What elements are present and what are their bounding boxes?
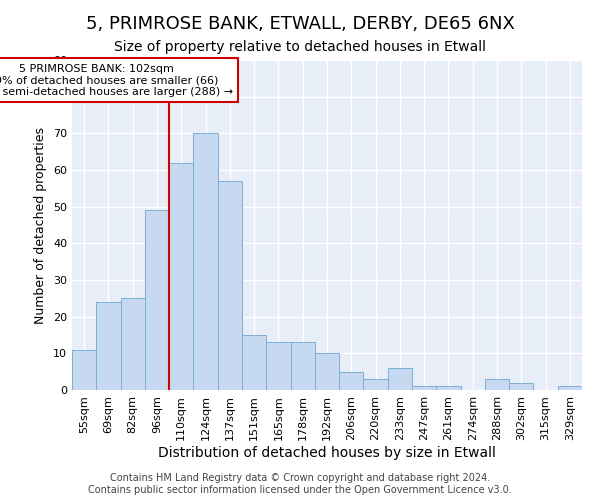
Bar [388,368,412,390]
Bar [266,342,290,390]
Y-axis label: Number of detached properties: Number of detached properties [34,126,47,324]
Bar [364,379,388,390]
Bar [193,134,218,390]
Bar [169,162,193,390]
Bar [436,386,461,390]
Bar [412,386,436,390]
Bar [485,379,509,390]
Bar [242,335,266,390]
Bar [558,386,582,390]
Bar [72,350,96,390]
Bar [121,298,145,390]
Text: 5, PRIMROSE BANK, ETWALL, DERBY, DE65 6NX: 5, PRIMROSE BANK, ETWALL, DERBY, DE65 6N… [86,15,514,33]
Bar [145,210,169,390]
Text: 5 PRIMROSE BANK: 102sqm
← 19% of detached houses are smaller (66)
81% of semi-de: 5 PRIMROSE BANK: 102sqm ← 19% of detache… [0,64,233,97]
Bar [509,382,533,390]
Bar [315,354,339,390]
Bar [290,342,315,390]
Bar [218,181,242,390]
X-axis label: Distribution of detached houses by size in Etwall: Distribution of detached houses by size … [158,446,496,460]
Bar [96,302,121,390]
Bar [339,372,364,390]
Text: Size of property relative to detached houses in Etwall: Size of property relative to detached ho… [114,40,486,54]
Text: Contains HM Land Registry data © Crown copyright and database right 2024.
Contai: Contains HM Land Registry data © Crown c… [88,474,512,495]
